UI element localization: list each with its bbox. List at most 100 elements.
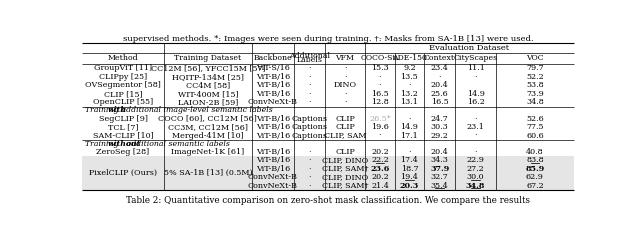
Text: 85.9: 85.9 bbox=[525, 165, 545, 173]
Text: CC4M [58]: CC4M [58] bbox=[186, 82, 230, 89]
Text: ·: · bbox=[379, 73, 381, 81]
Text: ·: · bbox=[379, 82, 381, 89]
Text: VOC: VOC bbox=[526, 54, 544, 62]
Text: SegCLIP [9]: SegCLIP [9] bbox=[99, 115, 147, 123]
Text: 27.2: 27.2 bbox=[467, 165, 484, 173]
Text: ·: · bbox=[344, 64, 346, 72]
Text: ViT-B/16: ViT-B/16 bbox=[256, 165, 290, 173]
Text: COCO [60], CC12M [56]: COCO [60], CC12M [56] bbox=[159, 115, 257, 123]
Text: ViT-B/16: ViT-B/16 bbox=[256, 148, 290, 156]
Text: 20.3: 20.3 bbox=[400, 182, 419, 189]
Text: 13.1: 13.1 bbox=[401, 98, 419, 106]
Text: 14.9: 14.9 bbox=[467, 90, 484, 98]
Text: ViT-B/16: ViT-B/16 bbox=[256, 115, 290, 123]
Text: Captions: Captions bbox=[291, 123, 328, 131]
Text: SAM-CLIP [10]: SAM-CLIP [10] bbox=[93, 131, 154, 140]
Text: ·: · bbox=[474, 115, 477, 123]
Text: without: without bbox=[108, 140, 141, 148]
Text: Labels: Labels bbox=[296, 57, 323, 64]
Text: CC12M [56], YFCC15M [57]: CC12M [56], YFCC15M [57] bbox=[150, 64, 265, 72]
Text: 34.8: 34.8 bbox=[466, 182, 485, 189]
Text: 30.3: 30.3 bbox=[431, 123, 449, 131]
Bar bbox=[83, 173, 573, 181]
Text: 35.4: 35.4 bbox=[431, 182, 449, 189]
Text: Captions: Captions bbox=[291, 131, 328, 140]
Text: 34.8: 34.8 bbox=[526, 98, 544, 106]
Text: ·: · bbox=[408, 115, 411, 123]
Text: 52.6: 52.6 bbox=[526, 115, 544, 123]
Text: CLIP, SAM†: CLIP, SAM† bbox=[322, 182, 369, 189]
Text: ViT-S/16: ViT-S/16 bbox=[256, 64, 290, 72]
Text: 77.5: 77.5 bbox=[526, 123, 543, 131]
Text: ·: · bbox=[308, 64, 310, 72]
Text: 20.2: 20.2 bbox=[371, 148, 389, 156]
Text: Backbone: Backbone bbox=[253, 54, 292, 62]
Text: TCL [7]: TCL [7] bbox=[108, 123, 138, 131]
Text: ·: · bbox=[344, 73, 346, 81]
Text: 34.3: 34.3 bbox=[431, 156, 449, 164]
Text: ·: · bbox=[308, 90, 310, 98]
Text: CLIP [15]: CLIP [15] bbox=[104, 90, 142, 98]
Text: CLIP, SAM†: CLIP, SAM† bbox=[322, 165, 369, 173]
Text: ADE-150: ADE-150 bbox=[392, 54, 427, 62]
Text: ·: · bbox=[344, 98, 346, 106]
Text: 32.7: 32.7 bbox=[431, 173, 449, 181]
Text: 29.2: 29.2 bbox=[431, 131, 449, 140]
Text: 16.5: 16.5 bbox=[371, 90, 389, 98]
Text: additional image-level semantic labels: additional image-level semantic labels bbox=[119, 106, 273, 115]
Text: supervised methods. *: Images were seen during training. †: Masks from SA-1B [13: supervised methods. *: Images were seen … bbox=[123, 35, 533, 43]
Text: ·: · bbox=[379, 131, 381, 140]
Text: 67.2: 67.2 bbox=[526, 182, 544, 189]
Text: 16.5: 16.5 bbox=[431, 98, 449, 106]
Text: 20.2: 20.2 bbox=[371, 173, 389, 181]
Text: ·: · bbox=[474, 148, 477, 156]
Text: 26.5*: 26.5* bbox=[369, 115, 391, 123]
Text: additional semantic labels: additional semantic labels bbox=[124, 140, 230, 148]
Text: ConvNeXt-B: ConvNeXt-B bbox=[248, 182, 298, 189]
Text: 30.0: 30.0 bbox=[467, 173, 484, 181]
Text: 73.9: 73.9 bbox=[526, 90, 544, 98]
Text: 24.7: 24.7 bbox=[431, 115, 449, 123]
Text: ImageNet-1K [61]: ImageNet-1K [61] bbox=[172, 148, 244, 156]
Text: Training: Training bbox=[84, 140, 121, 148]
Text: ·: · bbox=[308, 173, 310, 181]
Text: CC3M, CC12M [56]: CC3M, CC12M [56] bbox=[168, 123, 248, 131]
Text: 23.1: 23.1 bbox=[467, 123, 484, 131]
Text: GroupViT [11]: GroupViT [11] bbox=[94, 64, 152, 72]
Text: ViT-B/16: ViT-B/16 bbox=[256, 73, 290, 81]
Text: Method: Method bbox=[108, 54, 138, 62]
Text: 40.8: 40.8 bbox=[526, 148, 544, 156]
Text: 22.2: 22.2 bbox=[371, 156, 389, 164]
Text: 60.6: 60.6 bbox=[526, 131, 544, 140]
Text: 9.2: 9.2 bbox=[403, 64, 416, 72]
Text: ·: · bbox=[308, 148, 310, 156]
Text: 12.8: 12.8 bbox=[371, 98, 389, 106]
Text: with: with bbox=[108, 106, 127, 115]
Text: 22.9: 22.9 bbox=[467, 156, 484, 164]
Text: 17.4: 17.4 bbox=[401, 156, 419, 164]
Text: PixelCLIP (Ours): PixelCLIP (Ours) bbox=[89, 169, 157, 177]
Text: VFM: VFM bbox=[335, 54, 355, 62]
Text: CLIP: CLIP bbox=[335, 148, 355, 156]
Text: Training Dataset: Training Dataset bbox=[174, 54, 241, 62]
Text: Context: Context bbox=[424, 54, 455, 62]
Text: 37.9: 37.9 bbox=[430, 165, 449, 173]
Text: ConvNeXt-B: ConvNeXt-B bbox=[248, 173, 298, 181]
Text: ConvNeXt-B: ConvNeXt-B bbox=[248, 98, 298, 106]
Text: 19.6: 19.6 bbox=[371, 123, 389, 131]
Text: ·: · bbox=[408, 148, 411, 156]
Text: COCO-St.: COCO-St. bbox=[361, 54, 399, 62]
Text: 23.6: 23.6 bbox=[371, 165, 390, 173]
Text: ViT-B/16: ViT-B/16 bbox=[256, 156, 290, 164]
Text: 14.9: 14.9 bbox=[401, 123, 419, 131]
Text: ·: · bbox=[344, 90, 346, 98]
Text: ViT-B/16: ViT-B/16 bbox=[256, 82, 290, 89]
Text: Captions: Captions bbox=[291, 115, 328, 123]
Text: HQITP-134M [25]: HQITP-134M [25] bbox=[172, 73, 244, 81]
Bar bbox=[83, 156, 573, 165]
Text: 20.4: 20.4 bbox=[431, 148, 449, 156]
Text: ·: · bbox=[308, 73, 310, 81]
Text: CLIP, DINO: CLIP, DINO bbox=[322, 156, 368, 164]
Text: 13.2: 13.2 bbox=[401, 90, 419, 98]
Text: CLIP: CLIP bbox=[335, 115, 355, 123]
